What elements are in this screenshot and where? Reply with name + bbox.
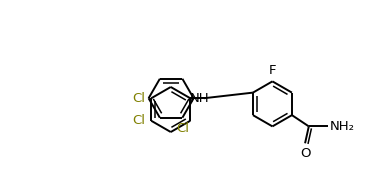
Text: Cl: Cl: [133, 114, 146, 127]
Text: NH₂: NH₂: [329, 120, 355, 133]
Text: F: F: [269, 64, 276, 77]
Text: Cl: Cl: [176, 122, 189, 135]
Text: Cl: Cl: [133, 92, 146, 105]
Text: NH: NH: [190, 92, 209, 105]
Text: O: O: [300, 147, 310, 160]
